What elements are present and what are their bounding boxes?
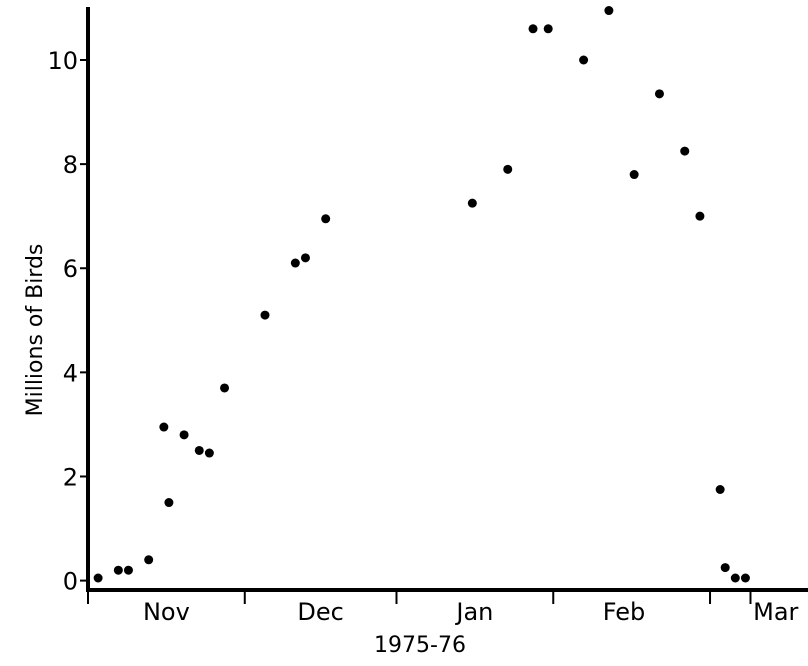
data-point bbox=[467, 198, 477, 208]
data-point bbox=[300, 253, 310, 263]
data-point bbox=[543, 24, 553, 34]
data-point bbox=[290, 258, 300, 268]
x-tick-label: Nov bbox=[143, 598, 190, 626]
data-point bbox=[695, 211, 705, 221]
data-point bbox=[579, 55, 589, 65]
data-point bbox=[159, 422, 169, 432]
data-points bbox=[93, 6, 750, 583]
data-point bbox=[680, 146, 690, 156]
y-tick-label: 0 bbox=[63, 568, 78, 596]
x-tick-label: Dec bbox=[297, 598, 343, 626]
data-point bbox=[629, 170, 639, 180]
data-point bbox=[123, 565, 133, 575]
data-point bbox=[740, 573, 750, 583]
data-point bbox=[321, 214, 331, 224]
data-point bbox=[654, 89, 664, 99]
y-tick-label: 4 bbox=[63, 359, 78, 387]
data-point bbox=[93, 573, 103, 583]
data-point bbox=[204, 448, 214, 458]
y-tick-label: 6 bbox=[63, 255, 78, 283]
x-axis-title: 1975-76 bbox=[374, 633, 466, 658]
data-point bbox=[715, 484, 725, 494]
x-tick-label: Feb bbox=[603, 598, 646, 626]
x-axis: Nov Dec Jan Feb Mar bbox=[86, 588, 808, 626]
data-point bbox=[164, 498, 174, 508]
data-point bbox=[260, 310, 270, 320]
data-point bbox=[194, 445, 204, 455]
data-point bbox=[720, 563, 730, 573]
y-tick-label: 8 bbox=[63, 151, 78, 179]
data-point bbox=[604, 6, 614, 16]
x-tick-label: Jan bbox=[454, 598, 493, 626]
data-point bbox=[528, 24, 538, 34]
y-axis: 0 2 4 6 8 10 bbox=[47, 7, 90, 596]
data-point bbox=[730, 573, 740, 583]
x-tick-label: Mar bbox=[753, 598, 798, 626]
data-point bbox=[144, 555, 154, 565]
y-axis-title: Millions of Birds bbox=[23, 244, 48, 417]
y-tick-label: 10 bbox=[47, 47, 78, 75]
data-point bbox=[220, 383, 230, 393]
data-point bbox=[113, 565, 123, 575]
y-tick-label: 2 bbox=[63, 463, 78, 491]
data-point bbox=[179, 430, 189, 440]
data-point bbox=[503, 164, 513, 174]
